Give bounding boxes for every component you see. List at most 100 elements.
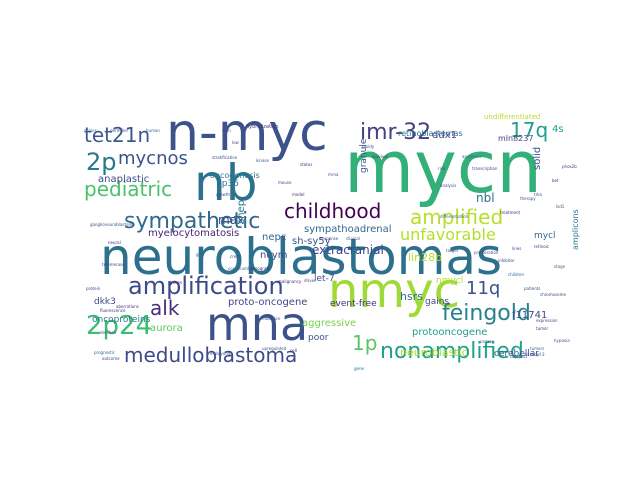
word-nmyc: nmyc — [328, 263, 460, 319]
word-2p24: 2p24 — [86, 311, 152, 341]
word-chromosome: chromosome — [540, 292, 567, 297]
word-copies: copies — [84, 128, 97, 133]
word-amplified: amplified — [410, 205, 503, 229]
word-mycn: mycn — [344, 125, 542, 209]
word-treatment: treatment — [500, 210, 520, 215]
word-hypoxia: hypoxia — [554, 338, 570, 343]
word-lin28b: lin28b — [408, 251, 442, 264]
word-f11741: f11741 — [512, 310, 547, 321]
word-dickkopf-3: dickkopf-3 — [524, 352, 545, 357]
word-sympathetic: sympathetic — [124, 209, 260, 234]
word-cancer: cancer — [480, 339, 494, 344]
word-medulloblastoma: medulloblastoma — [124, 343, 297, 367]
word-ploidy: ploidy — [362, 144, 375, 149]
word-mln8237: mln8237 — [498, 134, 533, 143]
word-ddx1: ddx1 — [432, 130, 457, 141]
word-stratification: stratification — [212, 155, 238, 160]
word-protein: protein — [86, 286, 101, 291]
word-retinoblastomas: retinoblastomas — [398, 129, 463, 138]
word-neuroblastomas: neuroblastomas — [100, 228, 502, 286]
word-model: model — [292, 192, 304, 197]
word-retinoic: retinoic — [534, 244, 549, 249]
word-oncoproteins: oncoproteins — [92, 315, 151, 325]
word-kinase: kinase — [256, 158, 269, 163]
word-human: human — [146, 128, 160, 133]
word-amplicons: amplicons — [571, 209, 580, 250]
word-extracranial: extracranial — [312, 243, 384, 257]
word-childhood: childhood — [284, 199, 381, 223]
word-embryonal: embryonal — [210, 351, 231, 356]
word-neuroblastic: neuroblastic — [400, 346, 468, 359]
word-aurora: aurora — [150, 323, 183, 334]
word-ganglioneuroblastoma: ganglioneuroblastoma — [90, 222, 135, 227]
word-children: children — [508, 272, 525, 277]
word-expression: expression — [536, 318, 558, 323]
word-max: max — [218, 213, 244, 227]
word-proto-oncogene: proto-oncogene — [228, 297, 307, 308]
word-amplification: amplification — [128, 272, 284, 300]
word-status: status — [300, 162, 312, 167]
word-mrna: mrna — [328, 172, 339, 177]
word-hsrs: hsrs — [400, 290, 423, 303]
word-tet21n: tet21n — [84, 123, 150, 147]
word-genes: genes — [170, 280, 182, 285]
word-nbl: nbl — [476, 191, 495, 205]
word-risk: risk — [438, 166, 446, 171]
word-2p: 2p — [86, 148, 117, 176]
word-high: high — [222, 128, 231, 133]
word-17q: 17q — [510, 118, 548, 142]
word-prognostic: prognostic — [94, 350, 115, 355]
word-survival: survival — [372, 154, 388, 159]
word-trka: trka — [534, 192, 542, 197]
word-protooncogene: protooncogene — [412, 327, 487, 338]
word-1p36: 1p36 — [216, 179, 239, 189]
word-analysis: analysis — [440, 183, 456, 188]
word-mna: mna — [206, 297, 308, 351]
word-gd2: gd2 — [196, 252, 204, 257]
word-clinical: clinical — [346, 236, 360, 241]
word-lines: lines — [512, 246, 521, 251]
word-differentiation: differentiation — [440, 214, 469, 219]
word-stage: stage — [554, 264, 566, 269]
word-neural: neural — [108, 240, 121, 245]
word-unfavorable: unfavorable — [400, 225, 496, 244]
word-n-myc: n-myc — [166, 103, 328, 163]
word-driver: driver — [304, 278, 316, 283]
word-mycl: mycl — [534, 231, 556, 241]
word-patients: patients — [524, 286, 540, 291]
word-oncogenesis: oncogenesis — [210, 171, 260, 180]
word-transcription: transcription — [472, 166, 498, 171]
word-sh-sy5y: sh-sy5y — [292, 236, 331, 247]
word-copy-number: copy-number — [228, 266, 255, 271]
word-low: low — [232, 140, 240, 145]
word-mouse: mouse — [278, 180, 292, 185]
word-apoptosis: apoptosis — [462, 154, 481, 159]
word-undifferentiated: undifferentiated — [484, 113, 540, 121]
word-solid: solid — [532, 147, 543, 170]
word-fluorescence: fluorescence — [100, 308, 126, 313]
word-compact: compact — [510, 354, 528, 359]
word-malignancy: malignancy — [278, 279, 302, 284]
word-event-free: event-free — [330, 299, 377, 309]
word-myelocytomatosis: myelocytomatosis — [148, 228, 239, 239]
word-tumor: tumor — [536, 326, 548, 331]
word-lsd1: lsd1 — [556, 204, 565, 209]
word-aberrations: aberrations — [116, 304, 139, 309]
word-hybridization: hybridization — [246, 124, 279, 130]
word-gains: gains — [425, 297, 449, 307]
word-xenograft: xenograft — [250, 266, 270, 271]
word-germline: germline — [110, 128, 128, 133]
word-crest: crest — [230, 254, 240, 259]
word-let-7: let-7 — [314, 274, 335, 284]
word-mutation: mutation — [262, 316, 281, 321]
word-granule: granule — [359, 138, 369, 173]
word-1p: 1p — [352, 331, 377, 355]
word-cerebellar: cerebellar — [494, 349, 539, 359]
word-therapy: therapy — [520, 196, 536, 201]
word-ncym: ncym — [260, 250, 288, 261]
word-bet: bet — [552, 178, 559, 183]
word-mycnos: mycnos — [118, 148, 188, 169]
word-response: response — [320, 236, 339, 241]
word-nonamplified: nonamplified — [380, 339, 524, 364]
